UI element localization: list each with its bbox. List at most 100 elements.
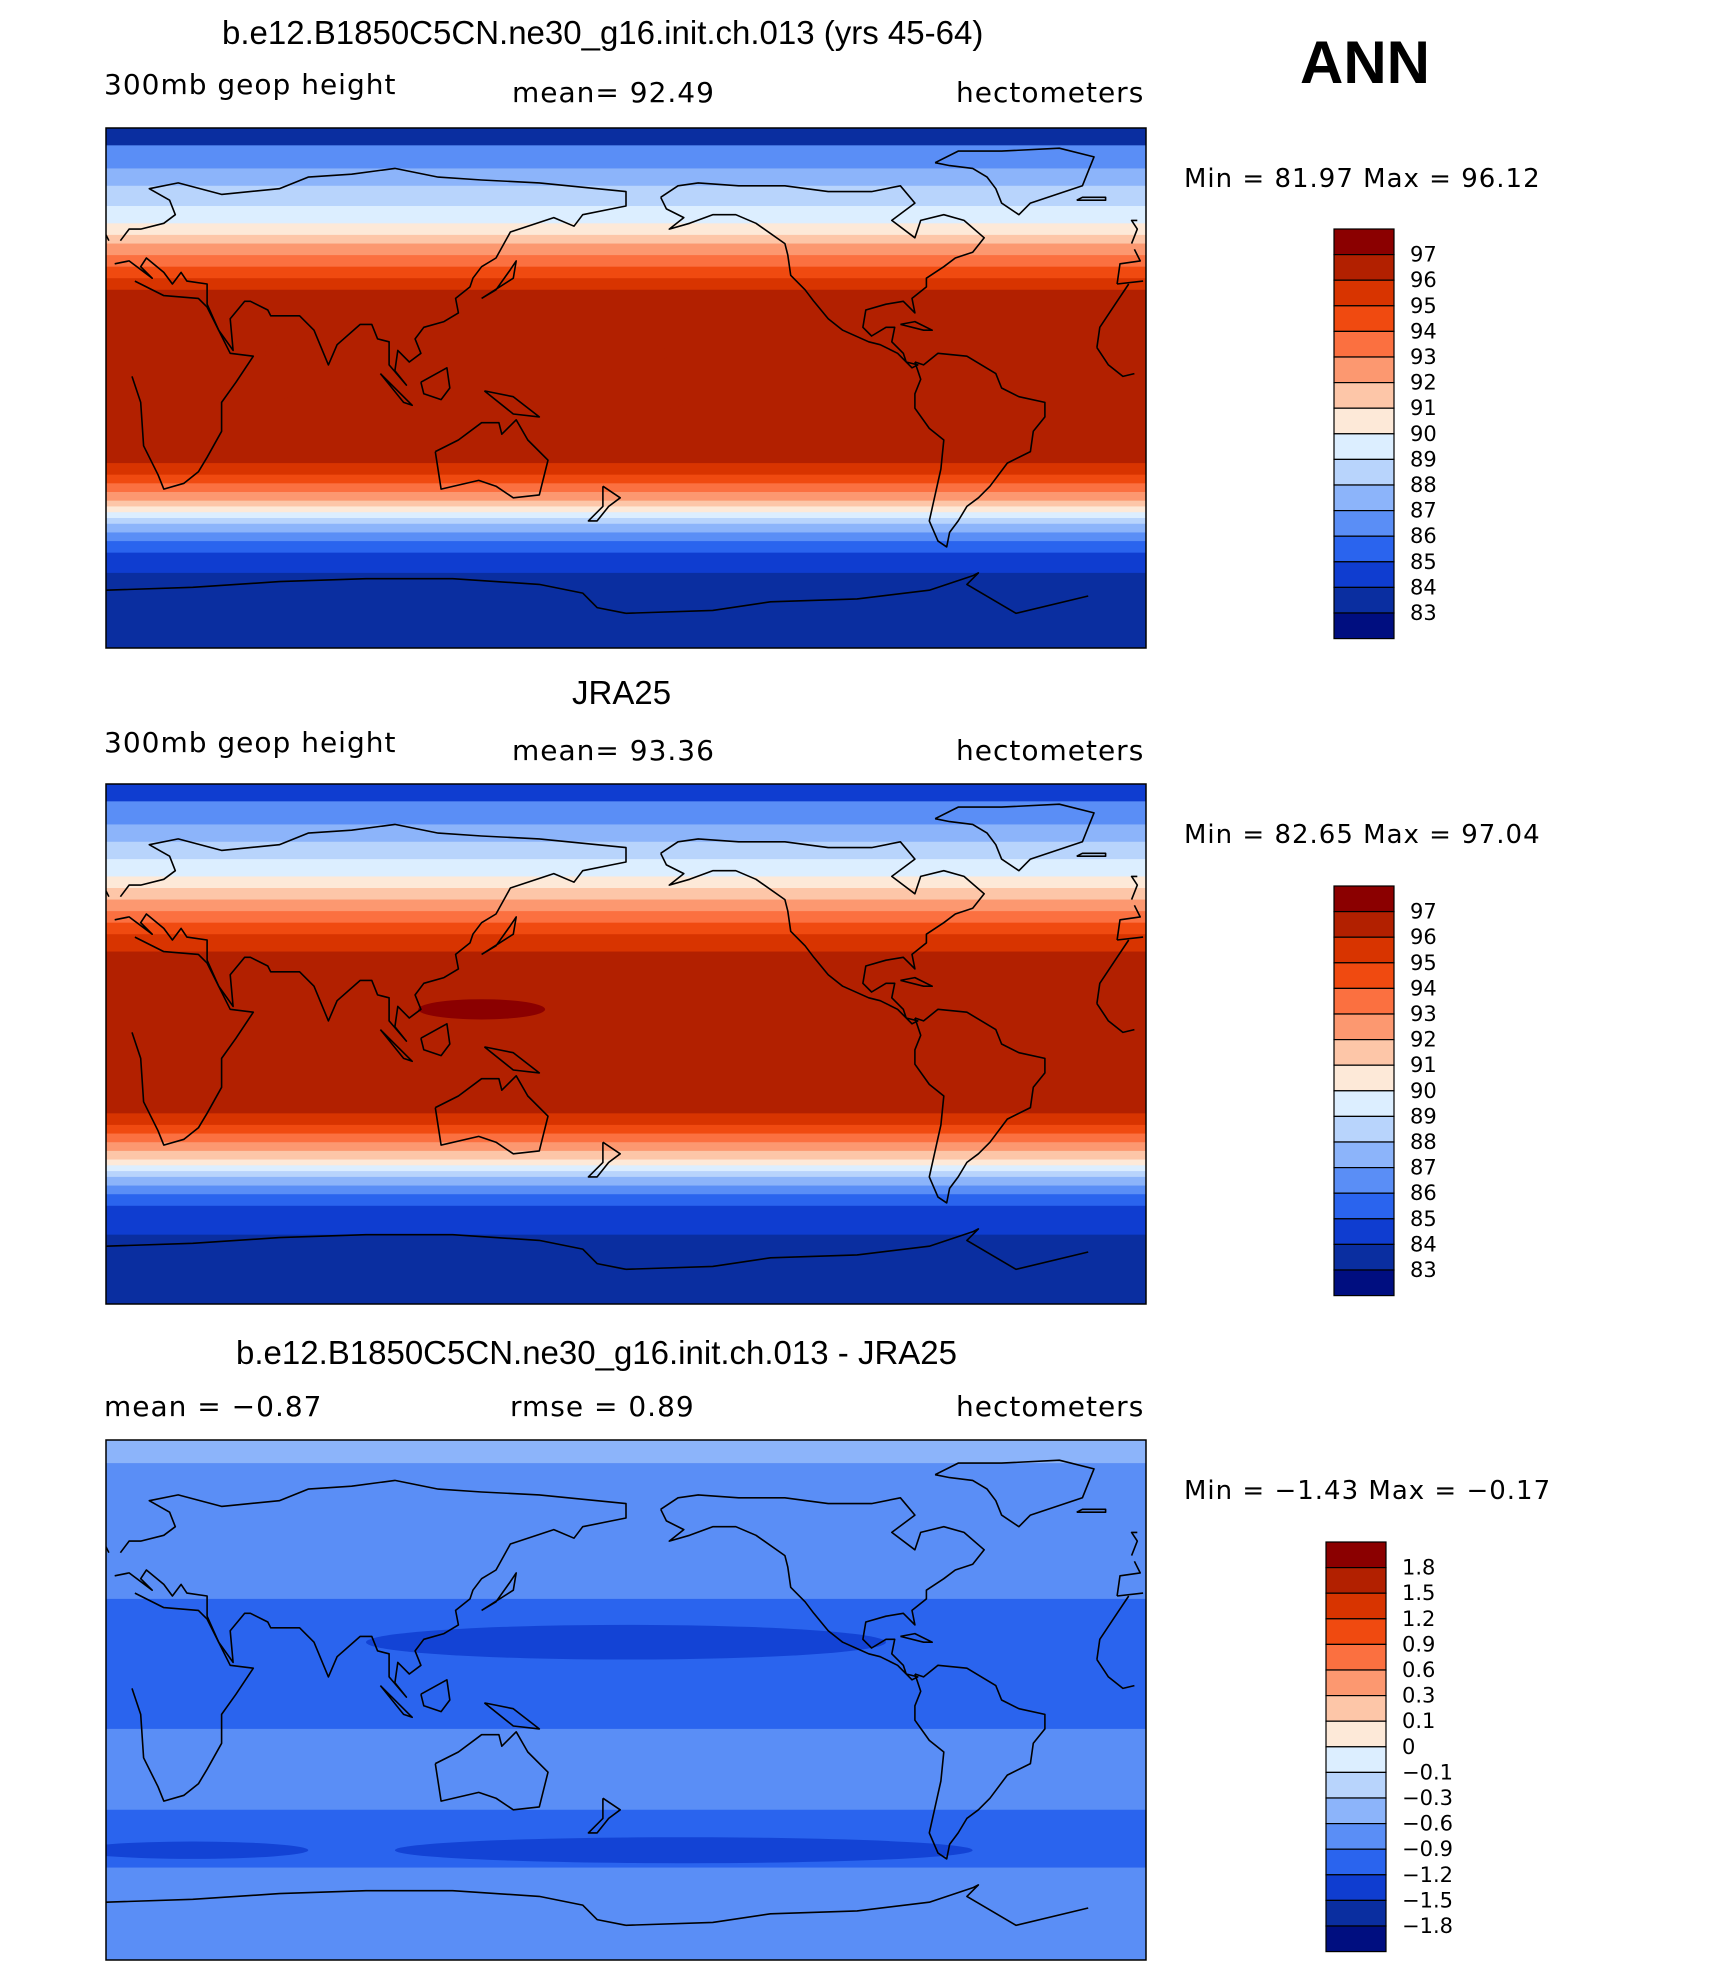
panel2-coastline-2: [434, 1075, 549, 1155]
panel3-coastline-5: [483, 1702, 541, 1730]
panel2-colorbar-box-9: [1333, 1115, 1395, 1143]
panel1-field-band-6: [106, 234, 1146, 245]
panel1-field-band-11: [106, 289, 1146, 464]
panel2-colorbar-box-7: [1333, 1064, 1395, 1092]
panel3-colorbar-box-0: [1325, 1541, 1387, 1569]
panel2-colorbar-box-0: [1333, 885, 1395, 913]
panel3-coastline-2: [434, 1731, 549, 1811]
panel3-anomaly-0: [394, 1837, 973, 1864]
panel2-coastline-4: [420, 1023, 451, 1057]
panel3-colorbar-box-4: [1325, 1643, 1387, 1671]
panel2-field-band-16: [106, 1150, 1146, 1161]
panel3-colorbar-label-0: 1.8: [1402, 1556, 1435, 1580]
panel2-left-label: 300mb geop height: [104, 726, 397, 759]
panel3-colorbar-box-5: [1325, 1669, 1387, 1697]
panel3-field-band-0: [106, 1440, 1146, 1464]
panel1-field-band-20: [106, 523, 1146, 533]
panel1-colorbar-box-7: [1333, 407, 1395, 435]
panel2-field-band-2: [106, 824, 1146, 843]
panel3-colorbar-label-14: −1.8: [1402, 1914, 1453, 1938]
panel2-field-band-13: [106, 1124, 1146, 1135]
panel3-colorbar-label-11: −0.9: [1402, 1837, 1453, 1861]
panel1-units-label: hectometers: [956, 76, 1145, 109]
panel2-field-band-15: [106, 1142, 1146, 1152]
panel1-colorbar-label-5: 92: [1410, 371, 1437, 395]
panel1-coastline-9: [914, 352, 1046, 548]
panel3-field-band-7: [106, 1896, 1146, 1960]
panel2-colorbar-box-2: [1333, 936, 1395, 964]
panel1-mean-label: mean= 92.49: [512, 76, 715, 109]
panel3-coastline-12: [1076, 1508, 1107, 1513]
panel3-anomaly-2: [366, 1624, 886, 1660]
panel1-colorbar-label-4: 93: [1410, 345, 1437, 369]
panel2-units-label: hectometers: [956, 734, 1145, 767]
panel3-coastline-3: [379, 1685, 413, 1719]
panel1-coastline-0: [131, 280, 1135, 490]
panel1-field-band-19: [106, 518, 1146, 525]
panel1-colorbar-box-0: [1333, 228, 1395, 256]
panel2-map: [106, 784, 1146, 1304]
panel3-colorbar-box-13: [1325, 1874, 1387, 1902]
panel1-coastline-5: [483, 390, 541, 418]
panel2-colorbar-label-4: 93: [1410, 1002, 1437, 1026]
panel2-colorbar-label-14: 83: [1410, 1258, 1437, 1282]
panel2-field-band-10: [106, 934, 1146, 953]
panel2-field-band-5: [106, 876, 1146, 889]
panel1-title: b.e12.B1850C5CN.ne30_g16.init.ch.013 (yr…: [222, 14, 984, 51]
panel2-field-band-1: [106, 801, 1146, 825]
panel3-coastline-0: [131, 1592, 1135, 1802]
panel3-colorbar-label-3: 0.9: [1402, 1632, 1435, 1656]
panel3-coastline-4: [420, 1679, 451, 1713]
panel1-field-band-23: [106, 552, 1146, 574]
panel3-colorbar-box-8: [1325, 1746, 1387, 1774]
panel3-colorbar-label-4: 0.6: [1402, 1658, 1435, 1682]
panel2-colorbar-box-3: [1333, 962, 1395, 989]
panel2-colorbar-label-2: 95: [1410, 951, 1437, 975]
panel1-colorbar-label-12: 85: [1410, 550, 1437, 574]
panel2-field-band-4: [106, 859, 1146, 877]
panel3-colorbar-label-1: 1.5: [1402, 1581, 1435, 1605]
panel1-coastline-4: [420, 367, 451, 401]
panel3-mean-label: mean = −0.87: [104, 1390, 323, 1423]
panel2-colorbar-box-10: [1333, 1141, 1395, 1169]
panel3-colorbar-label-10: −0.6: [1402, 1812, 1453, 1836]
panel2-field-band-0: [106, 784, 1146, 802]
panel2-colorbar-box-15: [1333, 1269, 1395, 1297]
panel1-min-max: Min = 81.97 Max = 96.12: [1184, 164, 1541, 194]
panel3-colorbar-box-6: [1325, 1694, 1387, 1722]
panel2-frame: [105, 783, 1147, 1305]
panel2-colorbar-box-12: [1333, 1192, 1395, 1220]
panel1-coastline-12: [1076, 196, 1107, 201]
panel3-coastline-7: [587, 1797, 621, 1834]
panel2-colorbar-box-1: [1333, 910, 1395, 938]
panel3-coastline-14: [106, 1884, 1089, 1927]
panel1-colorbar-box-8: [1333, 433, 1395, 460]
panel3-colorbar-label-6: 0.1: [1402, 1709, 1435, 1733]
panel3-colorbar-box-9: [1325, 1771, 1387, 1799]
panel3-colorbar-label-7: 0: [1402, 1735, 1415, 1759]
panel3-coastline-1: [114, 1479, 1144, 1698]
panel3-colorbar-box-7: [1325, 1720, 1387, 1748]
panel2-coastline-8: [659, 838, 985, 1025]
panel2-coastline-0: [131, 936, 1135, 1146]
panel1-coastline-6: [481, 260, 517, 300]
panel2-field-band-21: [106, 1185, 1146, 1195]
panel3-colorbar-box-11: [1325, 1822, 1387, 1850]
panel3-colorbar-box-12: [1325, 1848, 1387, 1876]
panel1-field-band-12: [106, 463, 1146, 476]
panel2-mean-label: mean= 93.36: [512, 734, 715, 767]
panel3-colorbar-label-5: 0.3: [1402, 1684, 1435, 1708]
panel3-colorbar-box-3: [1325, 1618, 1387, 1646]
panel3-title: b.e12.B1850C5CN.ne30_g16.init.ch.013 - J…: [236, 1334, 957, 1371]
panel3-field-band-6: [106, 1867, 1146, 1897]
panel2-field-band-24: [106, 1234, 1146, 1304]
panel1-field-band-16: [106, 500, 1146, 507]
panel1-field-band-22: [106, 541, 1146, 554]
panel1-frame: [105, 127, 1147, 649]
panel3-anomaly-1: [106, 1841, 309, 1859]
panel1-coastline-3: [379, 373, 413, 407]
panel1-colorbar-box-9: [1333, 458, 1395, 486]
panel3-field-band-2: [106, 1520, 1146, 1600]
panel1-field-band-8: [106, 255, 1146, 268]
panel3-field-band-4: [106, 1728, 1146, 1811]
